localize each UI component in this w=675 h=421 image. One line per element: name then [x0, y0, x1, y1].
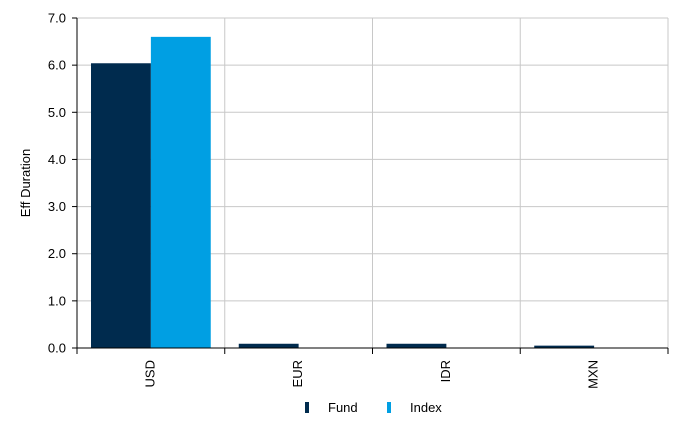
- x-tick-label-idr: IDR: [438, 360, 453, 382]
- bar-index-usd: [150, 36, 211, 348]
- x-tick-label-mxn: MXN: [586, 360, 601, 389]
- bar-fund-idr: [386, 343, 447, 348]
- x-tick-label-eur: EUR: [290, 360, 305, 387]
- y-axis-label: Eff Duration: [18, 149, 33, 217]
- legend-label-index: Index: [410, 400, 442, 415]
- bar-fund-usd: [91, 63, 151, 348]
- y-tick-label: 6.0: [48, 58, 66, 73]
- y-tick-labels: 0.0 1.0 2.0 3.0 4.0 5.0 6.0 7.0: [48, 11, 66, 356]
- y-tick-label: 1.0: [48, 293, 66, 308]
- axes: [72, 17, 669, 354]
- legend-swatch-index: [387, 402, 391, 413]
- legend: Fund Index: [305, 400, 442, 415]
- y-tick-label: 7.0: [48, 11, 66, 26]
- bar-fund-eur: [238, 343, 299, 348]
- legend-label-fund: Fund: [328, 400, 358, 415]
- y-tick-label: 5.0: [48, 105, 66, 120]
- y-tick-label: 2.0: [48, 246, 66, 261]
- x-tick-labels: USD EUR IDR MXN: [142, 360, 600, 389]
- y-tick-label: 3.0: [48, 199, 66, 214]
- legend-swatch-fund: [305, 402, 309, 413]
- y-tick-label: 0.0: [48, 341, 66, 356]
- x-tick-label-usd: USD: [142, 360, 157, 387]
- bar-fund-mxn: [534, 345, 595, 348]
- y-tick-label: 4.0: [48, 152, 66, 167]
- bars: [91, 36, 595, 348]
